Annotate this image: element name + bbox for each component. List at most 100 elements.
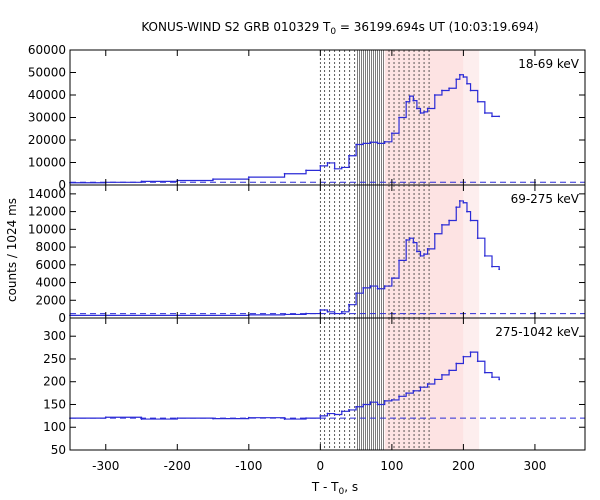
x-tick-label: -200 <box>164 459 191 473</box>
data-point <box>423 253 425 256</box>
chart-title: KONUS-WIND S2 GRB 010329 T0 = 36199.694s… <box>141 20 538 37</box>
data-point <box>426 107 429 110</box>
data-point <box>462 355 465 358</box>
data-point <box>348 154 350 157</box>
chart-title-subscript: 0 <box>330 27 336 37</box>
data-point <box>383 140 386 143</box>
data-point <box>390 277 393 279</box>
data-point <box>340 410 343 413</box>
data-point <box>491 265 493 268</box>
panel-frame <box>69 184 586 319</box>
data-point <box>305 417 307 420</box>
panel-energy-label: 69-275 keV <box>511 192 580 206</box>
data-point <box>469 351 472 354</box>
data-point <box>483 112 486 114</box>
data-point <box>326 310 329 313</box>
x-axis-label-suffix: , s <box>344 480 358 494</box>
plot-data <box>69 73 585 420</box>
x-tick-label: 200 <box>452 459 475 473</box>
shaded-interval <box>384 185 464 318</box>
data-point <box>412 241 415 244</box>
data-point <box>212 178 214 181</box>
data-point <box>376 403 379 406</box>
data-point <box>340 166 343 169</box>
series-line <box>70 74 500 184</box>
data-point <box>369 401 372 404</box>
y-tick-label: 250 <box>43 352 66 366</box>
data-point <box>448 219 450 222</box>
data-point <box>483 371 486 374</box>
y-tick-label: 20000 <box>28 133 66 147</box>
data-point <box>419 386 422 389</box>
y-tick-label: 12000 <box>28 205 66 219</box>
data-point <box>398 259 400 262</box>
data-point <box>419 255 422 257</box>
panel-frame <box>69 317 586 451</box>
data-point <box>476 360 479 363</box>
data-point <box>426 247 429 250</box>
data-point <box>426 383 429 385</box>
data-point <box>469 219 472 222</box>
data-point <box>383 399 386 402</box>
data-point <box>333 167 336 170</box>
data-point <box>476 237 479 240</box>
data-point <box>483 255 486 257</box>
data-point <box>390 132 393 135</box>
data-point <box>469 89 472 92</box>
data-point <box>326 162 329 164</box>
data-point <box>423 110 425 113</box>
x-axis-label-prefix: T - T <box>311 480 339 494</box>
data-point <box>441 373 443 376</box>
data-point <box>390 399 393 401</box>
data-point <box>416 107 418 110</box>
data-point <box>283 418 286 420</box>
data-point <box>419 112 422 114</box>
data-point <box>376 142 379 145</box>
data-point <box>383 285 386 287</box>
data-point <box>458 200 461 202</box>
data-point <box>498 378 501 381</box>
data-point <box>369 285 372 287</box>
data-point <box>305 169 307 172</box>
data-point <box>433 94 436 96</box>
data-point <box>333 312 336 315</box>
y-tick-label: 8000 <box>35 240 66 254</box>
data-point <box>283 172 286 175</box>
data-point <box>455 78 458 81</box>
panel-energy-label: 18-69 keV <box>518 57 580 71</box>
y-tick-label: 300 <box>43 329 66 343</box>
plot-backgrounds <box>319 50 480 450</box>
y-tick-label: 14000 <box>28 187 66 201</box>
data-point <box>405 392 408 395</box>
data-point <box>398 395 400 398</box>
data-point <box>398 116 400 119</box>
data-point <box>466 210 468 213</box>
data-point <box>455 362 458 365</box>
x-tick-label: -100 <box>235 459 262 473</box>
y-tick-label: 50000 <box>28 66 66 80</box>
data-point <box>104 416 107 419</box>
data-point <box>462 76 465 78</box>
data-point <box>369 141 372 144</box>
data-point <box>498 115 501 118</box>
data-point <box>455 206 458 209</box>
x-tick-label: 300 <box>523 459 546 473</box>
series-line <box>70 351 500 420</box>
y-tick-label: 50 <box>51 443 66 457</box>
data-point <box>466 82 468 85</box>
data-point <box>441 89 443 92</box>
data-point <box>348 409 350 411</box>
x-axis-label: T - T0, s <box>311 480 358 497</box>
data-point <box>333 413 336 416</box>
data-point <box>433 378 436 381</box>
y-tick-label: 2000 <box>35 293 66 307</box>
data-point <box>416 250 418 253</box>
chart-title-suffix: = 36199.694s UT (10:03:19.694) <box>336 20 539 34</box>
data-point <box>448 369 450 372</box>
y-tick-label: 100 <box>43 420 66 434</box>
y-tick-label: 0 <box>58 178 66 192</box>
data-point <box>458 73 461 76</box>
x-tick-label: -300 <box>92 459 119 473</box>
data-point <box>412 99 415 102</box>
